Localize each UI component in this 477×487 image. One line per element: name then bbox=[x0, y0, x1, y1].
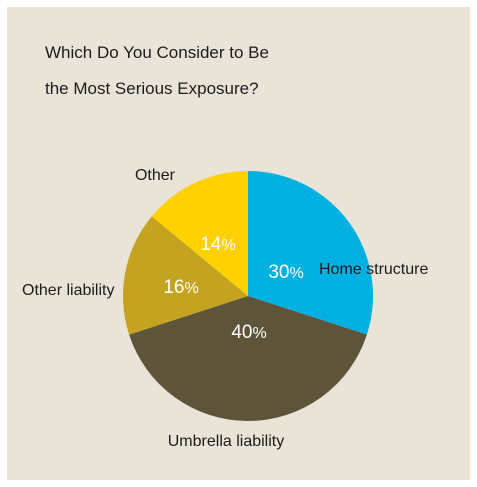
slice-percent-umbrella-liability: 40% bbox=[231, 322, 266, 343]
slice-label-other-liability: Other liability bbox=[22, 282, 114, 299]
pie-slice-other-liability bbox=[123, 216, 248, 335]
slice-percent-other-liability: 16% bbox=[163, 277, 198, 298]
chart-title-line-1: Which Do You Consider to Be bbox=[45, 43, 269, 62]
chart-title-line-2: the Most Serious Exposure? bbox=[45, 79, 259, 98]
slice-percent-other: 14% bbox=[200, 234, 235, 255]
slice-percent-home-structure: 30% bbox=[268, 262, 303, 283]
pie-slice-home-structure bbox=[248, 171, 373, 335]
pie-slices bbox=[123, 171, 373, 421]
pie-slice-umbrella-liability bbox=[129, 296, 367, 421]
slice-label-other: Other bbox=[135, 167, 176, 184]
chart-title: Which Do You Consider to Be the Most Ser… bbox=[45, 35, 425, 107]
slice-label-umbrella-liability: Umbrella liability bbox=[168, 433, 284, 450]
slice-label-home-structure: Home structure bbox=[319, 261, 428, 278]
pie-slice-other bbox=[151, 171, 248, 296]
pie-labels: Home structure 30% Umbrella liability 40% Ot… bbox=[22, 167, 428, 450]
